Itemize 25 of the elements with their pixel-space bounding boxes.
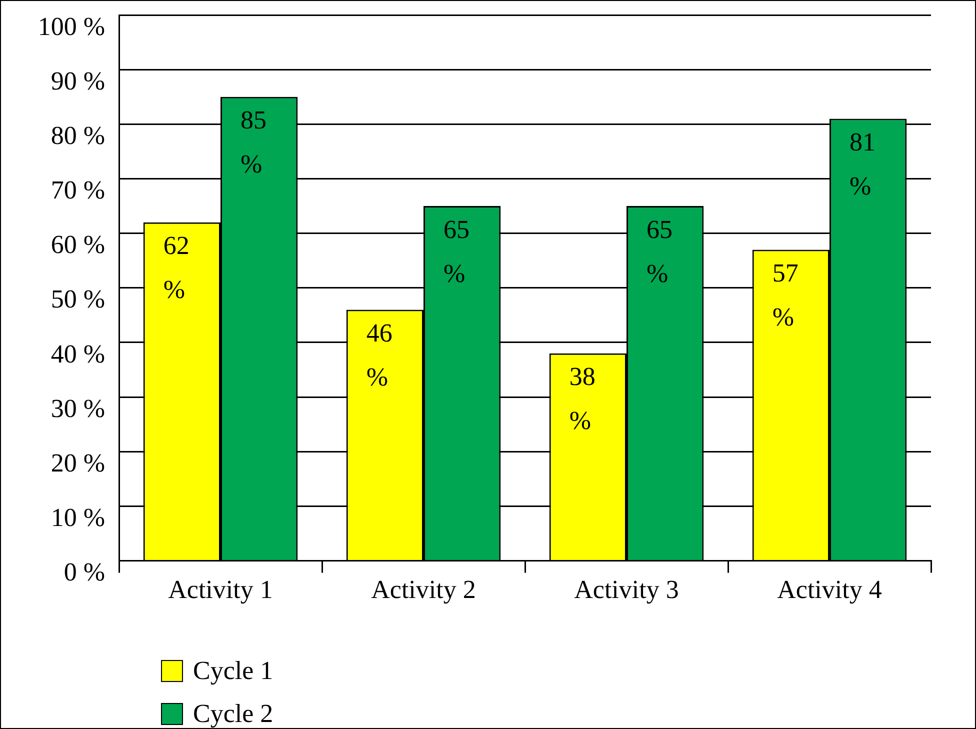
data-label: 65 % <box>646 214 672 288</box>
data-label: 65 % <box>444 214 470 288</box>
data-label: 46 % <box>366 318 392 392</box>
y-tick-label: 30 % <box>50 394 105 423</box>
y-tick-label: 90 % <box>50 66 105 96</box>
y-tick-label: 80 % <box>50 120 105 150</box>
legend-label: Cycle 2 <box>193 698 274 729</box>
y-tick-label: 50 % <box>50 284 105 314</box>
data-label: 85 % <box>240 106 266 179</box>
y-tick-label: 100 % <box>38 12 105 41</box>
x-tick-label: Activity 2 <box>371 575 476 604</box>
y-tick-label: 10 % <box>50 503 105 532</box>
y-tick-label: 70 % <box>50 176 105 205</box>
data-label: 62 % <box>163 231 190 304</box>
x-tick-label: Activity 3 <box>574 575 679 604</box>
y-tick-label: 20 % <box>50 448 105 478</box>
x-tick-label: Activity 4 <box>777 575 882 604</box>
x-tick-label: Activity 1 <box>168 575 273 604</box>
data-label: 81 % <box>850 128 876 201</box>
legend-label: Cycle 1 <box>193 655 274 687</box>
data-label: 57 % <box>772 258 798 332</box>
data-label: 38 % <box>569 362 596 436</box>
y-tick-label: 60 % <box>50 230 105 260</box>
y-tick-label: 0 % <box>64 558 105 587</box>
y-tick-label: 40 % <box>50 339 105 368</box>
